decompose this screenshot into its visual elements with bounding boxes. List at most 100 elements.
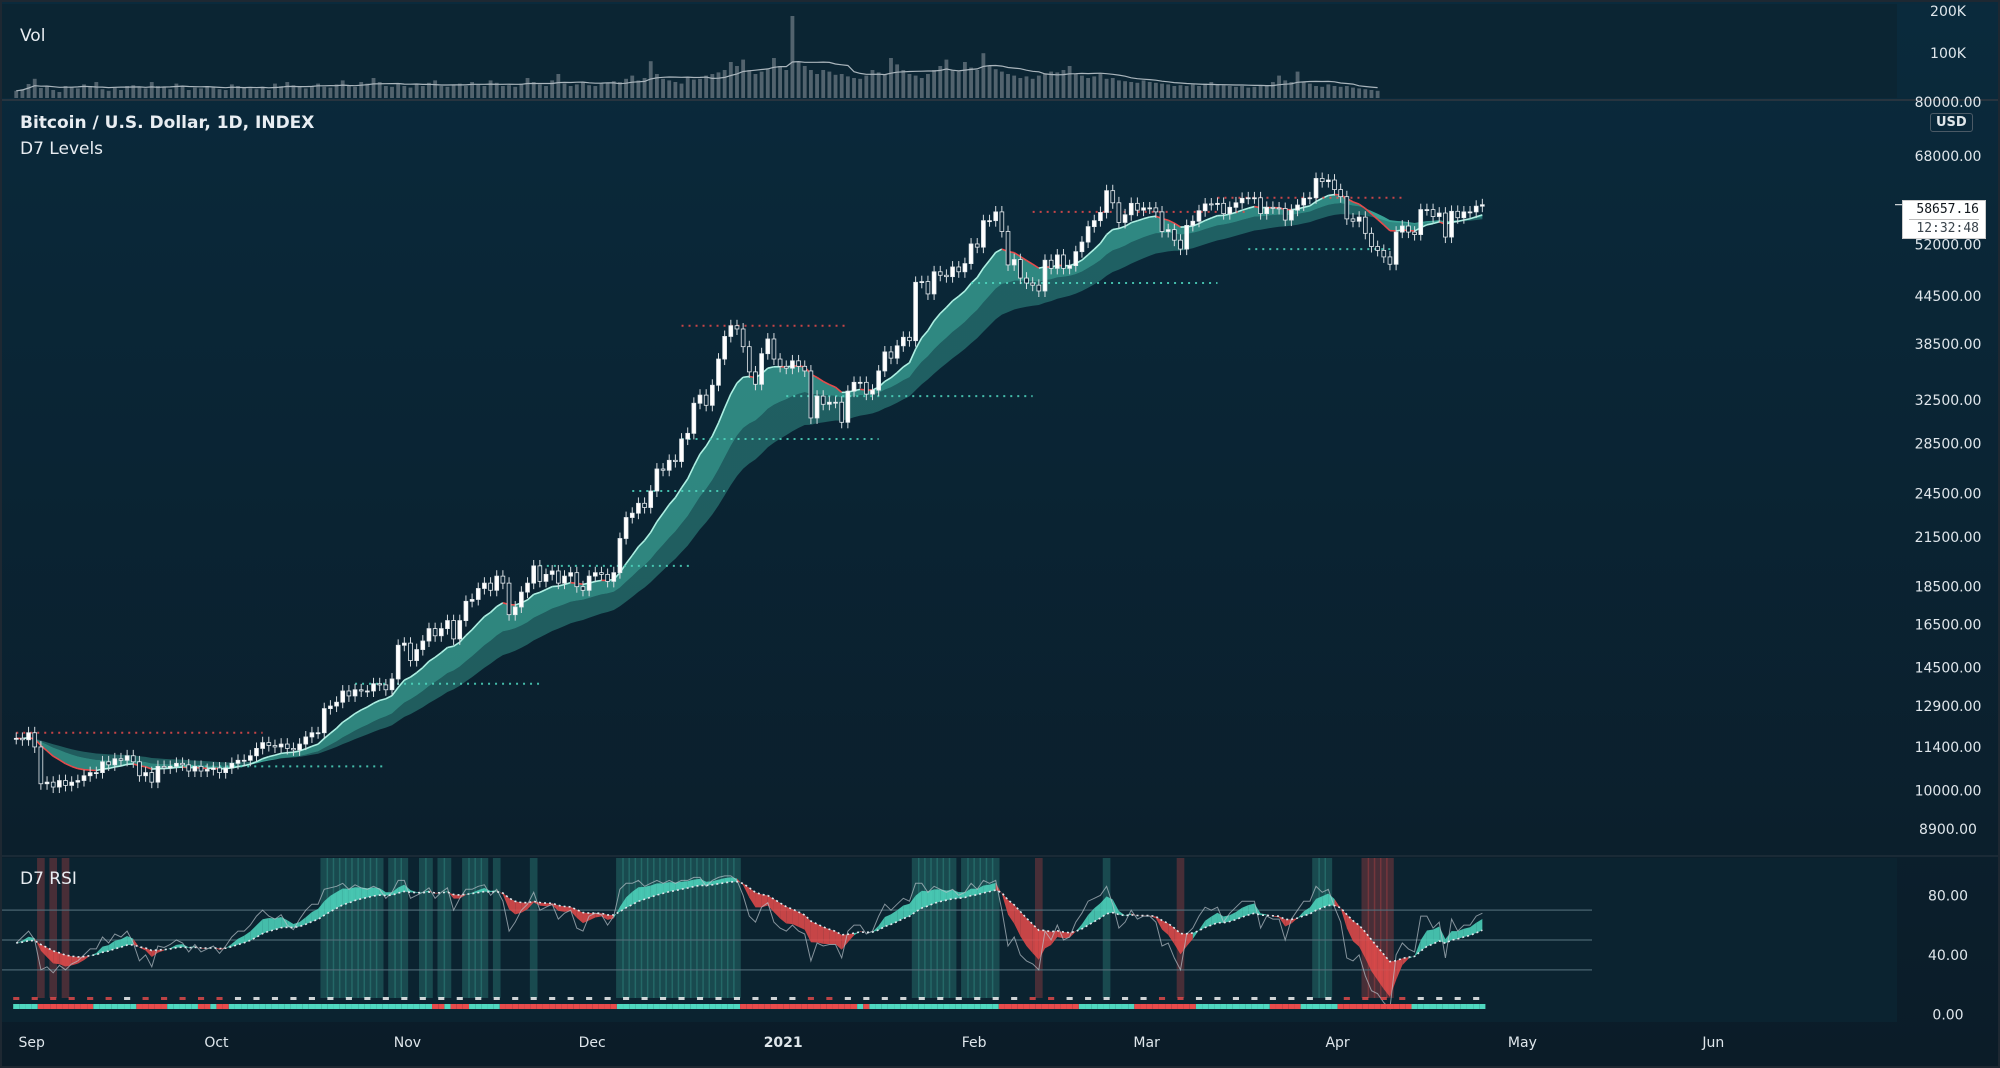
rsi-bull-zone — [917, 858, 926, 998]
candle — [81, 775, 87, 781]
rsi-bull-zone — [733, 858, 741, 998]
rsi-state-mark — [31, 1004, 38, 1009]
rsi-bear-zone — [37, 858, 45, 998]
rsi-state-mark — [1251, 997, 1258, 1000]
rsi-bull-zone — [653, 858, 661, 998]
candle — [666, 459, 672, 471]
rsi-state-mark — [857, 1004, 864, 1009]
rsi-state-mark — [1380, 1004, 1387, 1009]
candle — [266, 742, 272, 746]
volume-bar — [229, 84, 234, 98]
rsi-axis-label: 40.00 — [1928, 948, 1968, 964]
rsi-state-mark — [1035, 1004, 1042, 1009]
candle — [112, 758, 118, 766]
candle — [1295, 204, 1300, 211]
rsi-state-mark — [1460, 1004, 1467, 1009]
volume-bar — [82, 84, 86, 98]
rsi-fill-segment — [157, 949, 165, 953]
rsi-state-mark — [1183, 1004, 1190, 1009]
rsi-state-mark — [1158, 997, 1166, 1000]
rsi-state-mark — [1128, 1004, 1135, 1009]
candle — [1467, 211, 1473, 214]
volume-bar — [1080, 75, 1084, 98]
price-axis-label: 21500.00 — [1915, 530, 1982, 546]
rsi-fill-segment — [1377, 946, 1384, 990]
rsi-state-mark — [1436, 997, 1443, 1000]
rsi-state-mark — [536, 1004, 543, 1009]
rsi-fill-segment — [1309, 898, 1317, 914]
candle — [1233, 202, 1239, 208]
candle — [814, 395, 820, 419]
volume-bar — [568, 86, 573, 98]
rsi-state-mark — [462, 1004, 469, 1009]
rsi-state-mark — [1417, 997, 1424, 1000]
currency-button[interactable]: USD — [1930, 113, 1973, 132]
rsi-fill-segment — [1198, 920, 1206, 931]
rsi-state-mark — [222, 1004, 229, 1009]
rsi-fill-segment — [305, 912, 312, 925]
fast-ema-line — [668, 497, 676, 506]
rsi-fill-segment — [1205, 916, 1212, 928]
candle — [346, 690, 352, 697]
rsi-bear-zone — [1035, 858, 1043, 998]
fast-ema-line — [1099, 234, 1108, 244]
rsi-state-mark — [438, 1004, 445, 1009]
candle — [494, 575, 500, 591]
candle — [1227, 206, 1233, 215]
candle — [1381, 249, 1387, 258]
rsi-state-mark — [826, 997, 833, 1000]
rsi-raw-line — [15, 875, 1483, 1010]
candle — [925, 281, 931, 295]
rsi-state-mark — [1306, 997, 1313, 1000]
rsi-state-mark — [271, 997, 279, 1000]
rsi-state-mark — [949, 1004, 956, 1009]
price-axis-label: 32500.00 — [1915, 393, 1982, 409]
rsi-state-mark — [1251, 1004, 1258, 1009]
rsi-state-mark — [727, 1004, 734, 1009]
volume-bar — [1160, 83, 1164, 98]
rsi-bull-zone — [462, 858, 470, 998]
candle — [1036, 284, 1042, 292]
fast-ema-line — [379, 697, 387, 702]
volume-bar — [242, 87, 247, 98]
volume-bar — [685, 77, 690, 98]
candle — [537, 565, 543, 582]
rsi-state-mark — [1195, 997, 1203, 1000]
rsi-state-mark — [1103, 997, 1110, 1000]
candle — [531, 565, 537, 584]
candle — [617, 538, 623, 574]
rsi-fill-segment — [773, 899, 781, 919]
rsi-state-mark — [1312, 1004, 1320, 1009]
fast-ema-line — [1112, 227, 1120, 231]
candle — [1399, 225, 1405, 233]
candle — [1387, 256, 1393, 265]
volume-bar — [1012, 75, 1017, 98]
rsi-state-mark — [259, 1004, 266, 1009]
candle — [87, 772, 93, 777]
candle — [340, 690, 346, 703]
volume-bar — [1264, 85, 1269, 98]
rsi-state-mark — [937, 1004, 944, 1009]
volume-bar — [802, 66, 807, 98]
rsi-fill-segment — [299, 917, 306, 927]
rsi-fill-segment — [1334, 898, 1341, 909]
rsi-state-mark — [881, 1004, 888, 1009]
rsi-state-mark — [413, 1004, 420, 1009]
volume-bar — [691, 79, 696, 98]
rsi-fill-segment — [1346, 914, 1353, 942]
candle — [358, 689, 364, 692]
candle — [931, 271, 937, 295]
fast-ema-line — [1173, 222, 1181, 228]
volume-bar — [427, 82, 431, 98]
volume-bar — [778, 66, 783, 98]
candle — [94, 772, 99, 774]
rsi-fill-segment — [829, 929, 836, 945]
candle — [1054, 254, 1060, 269]
candle — [568, 572, 573, 577]
candle — [950, 266, 955, 278]
volume-bar — [876, 72, 881, 98]
rsi-state-mark — [863, 1004, 870, 1009]
rsi-fill-segment — [1463, 927, 1471, 938]
volume-bar — [414, 84, 419, 98]
rsi-fill-segment — [311, 908, 319, 922]
